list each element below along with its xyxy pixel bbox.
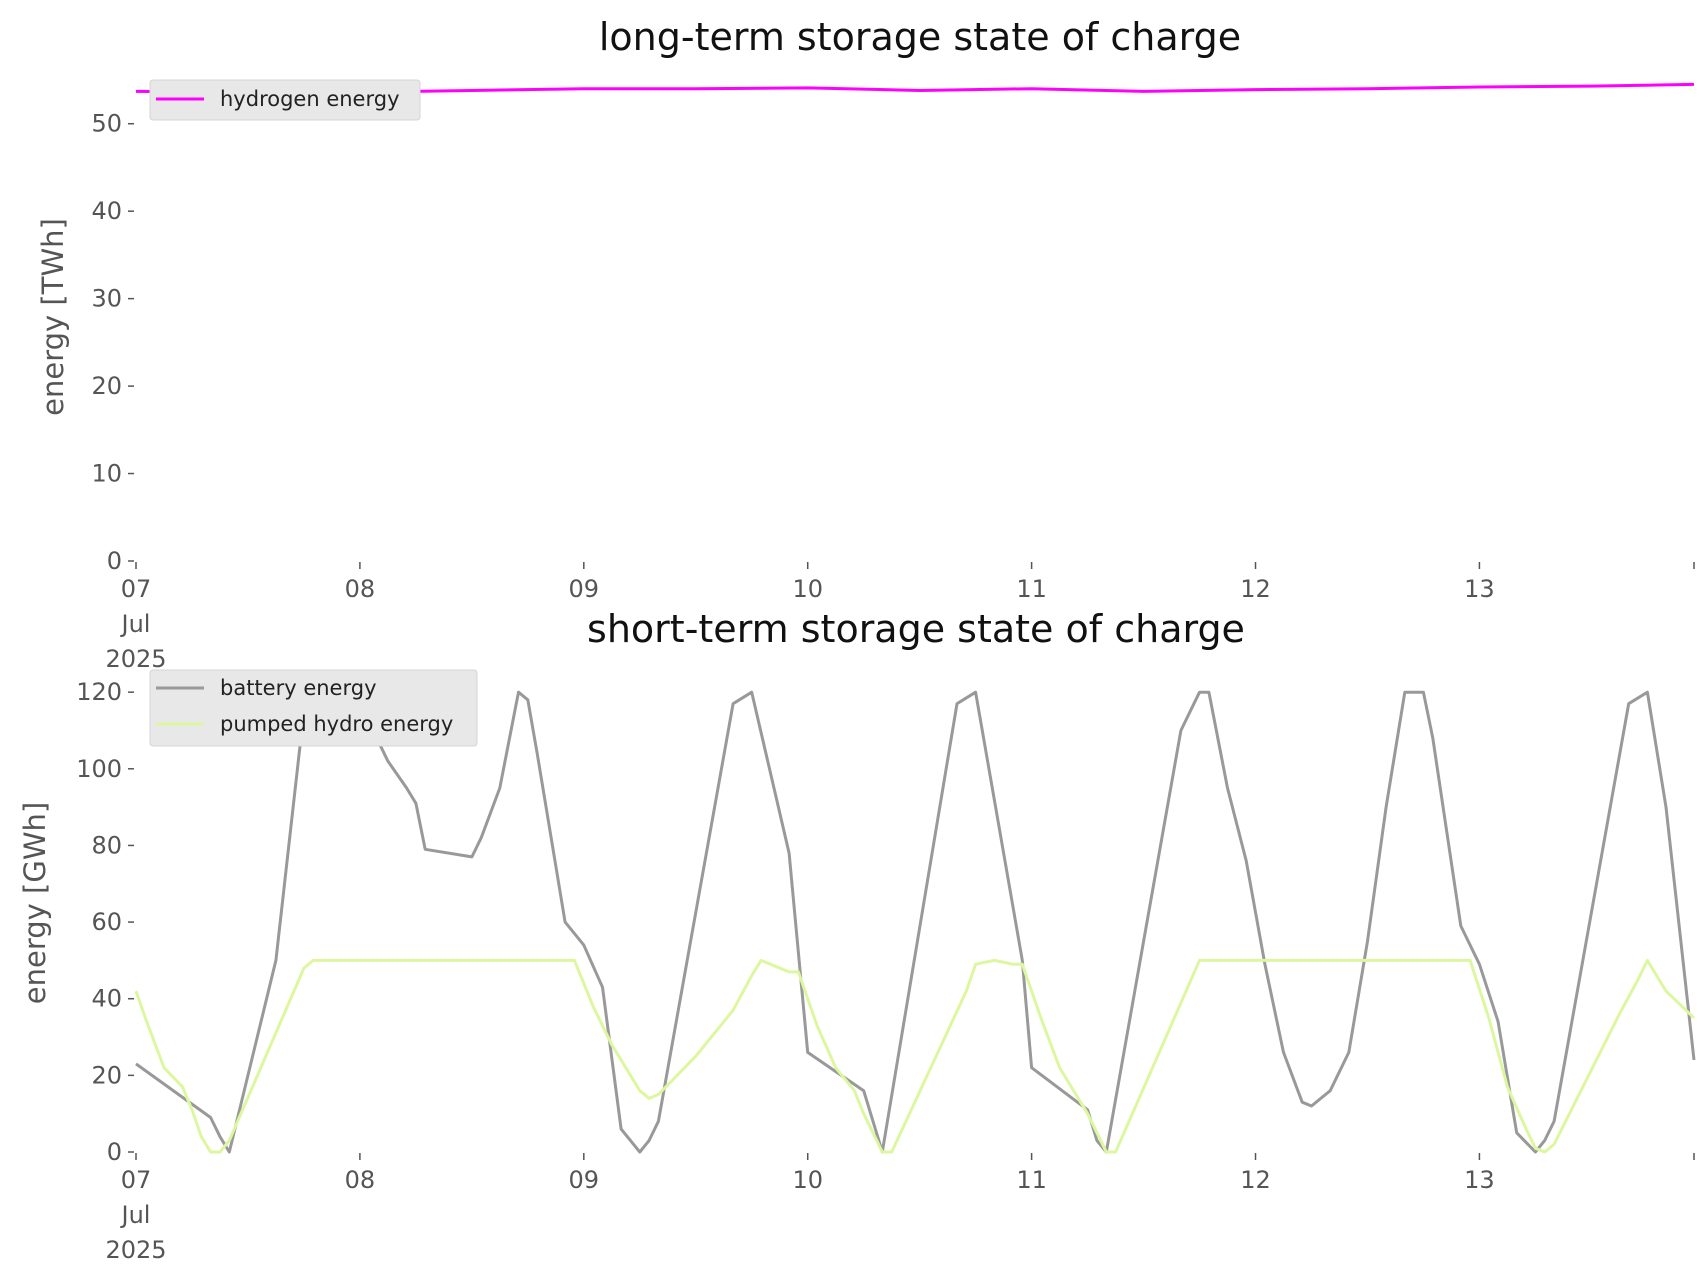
long-term-x-tick-label: 07 bbox=[121, 575, 152, 603]
long-term-x-tick-label: 08 bbox=[345, 575, 376, 603]
long-term-x-tick-label: 2025 bbox=[105, 645, 166, 673]
long-term-legend: hydrogen energy bbox=[149, 79, 421, 121]
short-term-y-axis: 0 20 40 60 80 100 120 bbox=[76, 678, 134, 1166]
short-term-x-tick-label: 13 bbox=[1464, 1166, 1495, 1194]
long-term-chart-title: long-term storage state of charge bbox=[599, 15, 1241, 59]
short-term-chart-title: short-term storage state of charge bbox=[587, 607, 1245, 651]
long-term-y-tick-label: 10 bbox=[91, 460, 122, 488]
long-term-x-tick-label: Jul bbox=[120, 610, 151, 638]
short-term-x-tick-label: 10 bbox=[792, 1166, 823, 1194]
long-term-y-axis-label: energy [TWh] bbox=[36, 218, 70, 416]
short-term-legend-box bbox=[149, 669, 478, 747]
short-term-y-tick-label: 60 bbox=[91, 908, 122, 936]
short-term-x-tick-label: 08 bbox=[345, 1166, 376, 1194]
short-term-y-tick-label: 80 bbox=[91, 831, 122, 859]
long-term-y-axis: 0 10 20 30 40 50 bbox=[91, 110, 134, 575]
short-term-x-tick-label: 12 bbox=[1240, 1166, 1271, 1194]
legend-label-pumped-hydro: pumped hydro energy bbox=[220, 712, 453, 736]
long-term-chart: long-term storage state of charge energy… bbox=[36, 15, 1695, 673]
long-term-x-tick-label: 13 bbox=[1464, 575, 1495, 603]
short-term-y-tick-label: 40 bbox=[91, 985, 122, 1013]
long-term-legend-box bbox=[149, 79, 421, 121]
short-term-y-tick-label: 120 bbox=[76, 678, 122, 706]
short-term-x-axis: 07 Jul 2025 08 09 10 11 12 13 bbox=[105, 1153, 1695, 1264]
short-term-y-tick-label: 20 bbox=[91, 1061, 122, 1089]
series-line-battery-energy bbox=[135, 690, 1696, 1154]
series-line-pumped-hydro-energy bbox=[134, 958, 1696, 1154]
long-term-x-tick-label: 11 bbox=[1016, 575, 1047, 603]
short-term-y-axis-label: energy [GWh] bbox=[18, 802, 52, 1004]
long-term-y-tick-label: 40 bbox=[91, 197, 122, 225]
short-term-y-tick-label: 100 bbox=[76, 755, 122, 783]
long-term-x-tick-label: 09 bbox=[569, 575, 600, 603]
long-term-y-tick-label: 50 bbox=[91, 110, 122, 138]
long-term-x-axis: 07 Jul 2025 08 09 10 11 12 13 bbox=[105, 562, 1695, 673]
short-term-y-tick-label: 0 bbox=[107, 1138, 122, 1166]
short-term-x-tick-label: 07 bbox=[121, 1166, 152, 1194]
legend-label-battery: battery energy bbox=[220, 676, 377, 700]
short-term-x-tick-label: 11 bbox=[1016, 1166, 1047, 1194]
short-term-x-tick-label: Jul bbox=[120, 1201, 151, 1229]
long-term-x-tick-label: 12 bbox=[1240, 575, 1271, 603]
short-term-x-tick-label: 2025 bbox=[105, 1236, 166, 1264]
short-term-legend: battery energy pumped hydro energy bbox=[149, 669, 478, 747]
long-term-x-tick-label: 10 bbox=[792, 575, 823, 603]
long-term-y-tick-label: 30 bbox=[91, 285, 122, 313]
short-term-x-tick-label: 09 bbox=[569, 1166, 600, 1194]
long-term-y-tick-label: 0 bbox=[107, 547, 122, 575]
short-term-chart: short-term storage state of charge energ… bbox=[18, 607, 1696, 1264]
short-term-plot-area bbox=[134, 690, 1696, 1154]
legend-label-hydrogen: hydrogen energy bbox=[220, 87, 400, 111]
long-term-y-tick-label: 20 bbox=[91, 372, 122, 400]
